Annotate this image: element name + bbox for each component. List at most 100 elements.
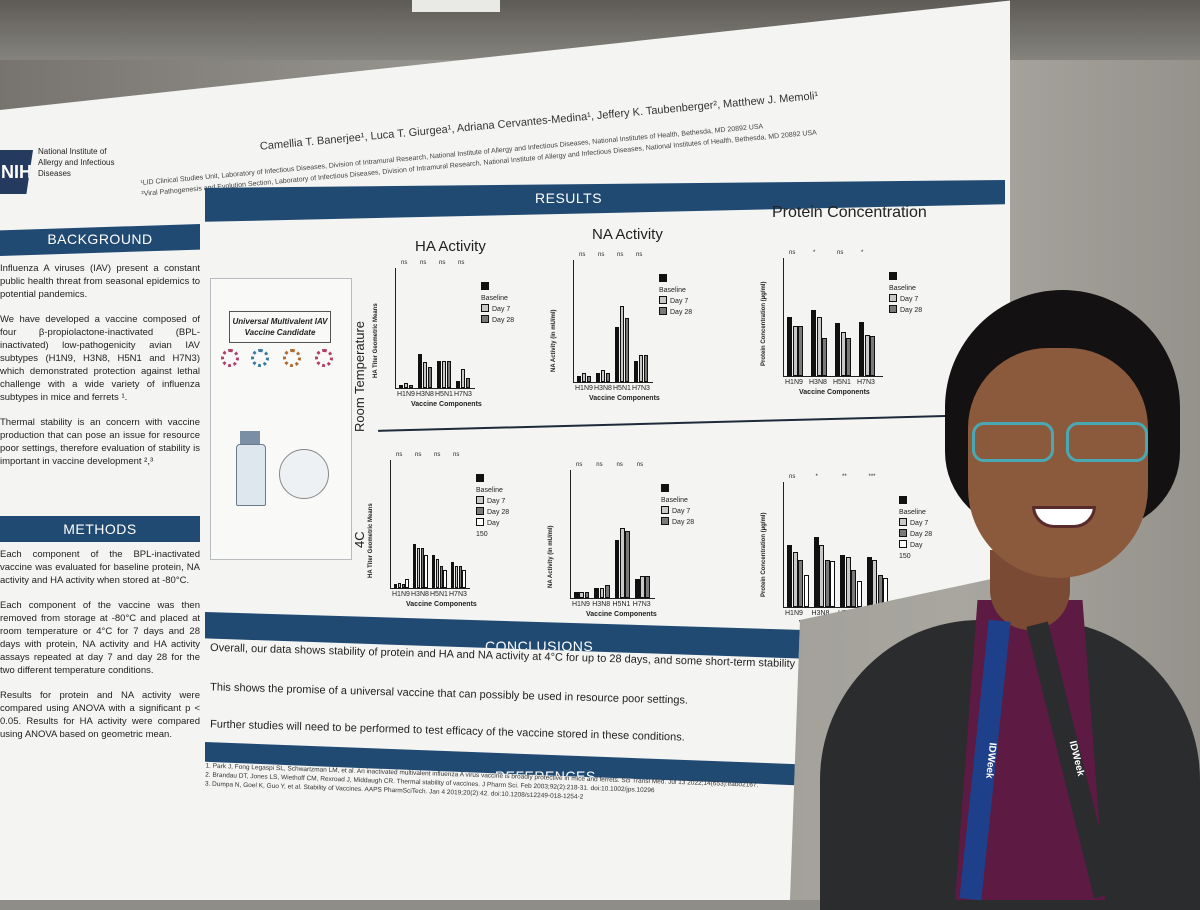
bar: [594, 588, 599, 598]
legend-entry: Day 7: [476, 496, 510, 507]
x-axis-label: Vaccine Components: [411, 401, 482, 408]
x-axis: [390, 588, 470, 589]
legend-label: Day 28: [670, 309, 693, 316]
legend-entry: Day 28: [889, 305, 923, 316]
y-axis-label: HA Titer Geometric Means: [368, 503, 374, 578]
chart-legend: Baseline Day 7 Day 28: [661, 484, 695, 528]
bar: [792, 552, 798, 607]
bar: [870, 335, 875, 376]
background-paragraph-1: Influenza A viruses (IAV) present a cons…: [0, 263, 200, 300]
significance-label: *: [815, 474, 818, 480]
legend-entry: Day 28: [659, 307, 693, 318]
bar: [624, 317, 629, 382]
chart-title-ha-activity: HA Activity: [415, 238, 486, 255]
x-tick-label: H1N9: [575, 385, 593, 392]
x-tick-label: H1N9: [785, 379, 803, 386]
x-axis: [395, 388, 475, 389]
bar: [798, 559, 803, 607]
significance-label: ns: [434, 452, 441, 458]
bar: [397, 582, 401, 588]
significance-label: ns: [401, 260, 408, 266]
x-tick-label: H3N8: [416, 391, 434, 398]
bar: [819, 544, 824, 607]
bar: [813, 537, 819, 607]
x-tick-label: H7N3: [857, 379, 875, 386]
bar: [408, 384, 413, 388]
significance-label: ns: [598, 252, 605, 258]
bar: [574, 591, 579, 598]
poster-header: Temperature Stability of BPL-1357, a BPL…: [0, 0, 1010, 240]
bar: [437, 360, 442, 388]
significance-label: ns: [636, 252, 643, 258]
bar: [840, 332, 846, 376]
significance-label: ns: [453, 452, 460, 458]
legend-swatch: [659, 307, 667, 315]
legend-entry: Day 28: [661, 517, 695, 528]
bar: [394, 584, 398, 588]
x-tick-label: H3N8: [811, 610, 830, 617]
significance-label: *: [861, 250, 864, 256]
legend-swatch: [661, 517, 669, 525]
chart-legend: Baseline Day 7 Day 28 Day 150: [899, 496, 933, 562]
bar: [615, 327, 620, 382]
methods-text: Each component of the BPL-inactivated va…: [0, 548, 200, 753]
chart-panel: H1N9 ns H3N8 * H5N1 ns H7N3 * Vaccine Components…: [761, 250, 923, 396]
legend-entry: Day 7: [899, 518, 933, 529]
bar: [451, 562, 455, 588]
legend-entry: Day 7: [889, 294, 923, 305]
bar: [413, 544, 417, 588]
legend-entry: Baseline: [481, 282, 515, 304]
bar: [625, 530, 630, 598]
bar: [577, 375, 582, 382]
legend-entry: Day 28: [476, 507, 510, 518]
bar: [432, 555, 436, 588]
significance-label: ns: [636, 462, 644, 468]
bar: [645, 575, 650, 598]
bar: [584, 591, 590, 598]
background-paragraph-2: We have developed a vaccine composed of …: [0, 314, 200, 403]
background-text: Influenza A viruses (IAV) present a cons…: [0, 262, 200, 480]
bar: [600, 369, 606, 382]
bar: [435, 558, 439, 588]
bar: [405, 578, 409, 588]
bar: [422, 362, 428, 388]
legend-entry: Day 7: [481, 304, 515, 315]
bar: [803, 574, 809, 607]
legend-label: Baseline: [889, 285, 916, 292]
bar: [424, 555, 428, 588]
bar: [605, 372, 610, 382]
x-axis: [573, 382, 653, 383]
legend-entry: Day 7: [659, 296, 693, 307]
significance-label: ns: [596, 462, 603, 468]
x-tick-label: H1N9: [392, 591, 410, 598]
x-tick-label: H3N8: [592, 601, 611, 608]
bar: [420, 547, 424, 588]
chart-legend: Baseline Day 7 Day 28 Day 150: [476, 474, 510, 540]
x-tick-label: H1N9: [572, 601, 590, 608]
significance-label: ns: [616, 462, 623, 468]
legend-swatch: [899, 518, 907, 526]
x-axis: [570, 598, 655, 599]
bar: [840, 554, 845, 607]
glasses-lens: [972, 422, 1054, 462]
y-axis: [395, 268, 396, 388]
virus-icon: [221, 349, 239, 367]
bar: [846, 338, 851, 376]
row-label-room-temperature: Room Temperature: [352, 320, 367, 432]
legend-label: Baseline: [659, 287, 686, 294]
methods-paragraph-2: Each component of the vaccine was then r…: [0, 600, 200, 676]
x-tick-label: H5N1: [613, 385, 631, 392]
chart-title-protein-concentration: Protein Concentration: [772, 204, 927, 221]
face: [968, 348, 1148, 578]
bar: [460, 369, 466, 388]
legend-label: Day 28: [492, 317, 515, 324]
legend-label: Day 7: [910, 520, 929, 527]
bar: [634, 360, 639, 382]
legend-swatch: [899, 540, 907, 548]
significance-label: ns: [837, 250, 844, 256]
y-axis-label: NA Activity (in mU/ml): [551, 309, 557, 372]
legend-swatch: [659, 296, 667, 304]
x-axis-label: Vaccine Components: [799, 389, 870, 396]
x-tick-label: H7N3: [449, 591, 467, 598]
legend-label: Day 7: [487, 498, 506, 505]
